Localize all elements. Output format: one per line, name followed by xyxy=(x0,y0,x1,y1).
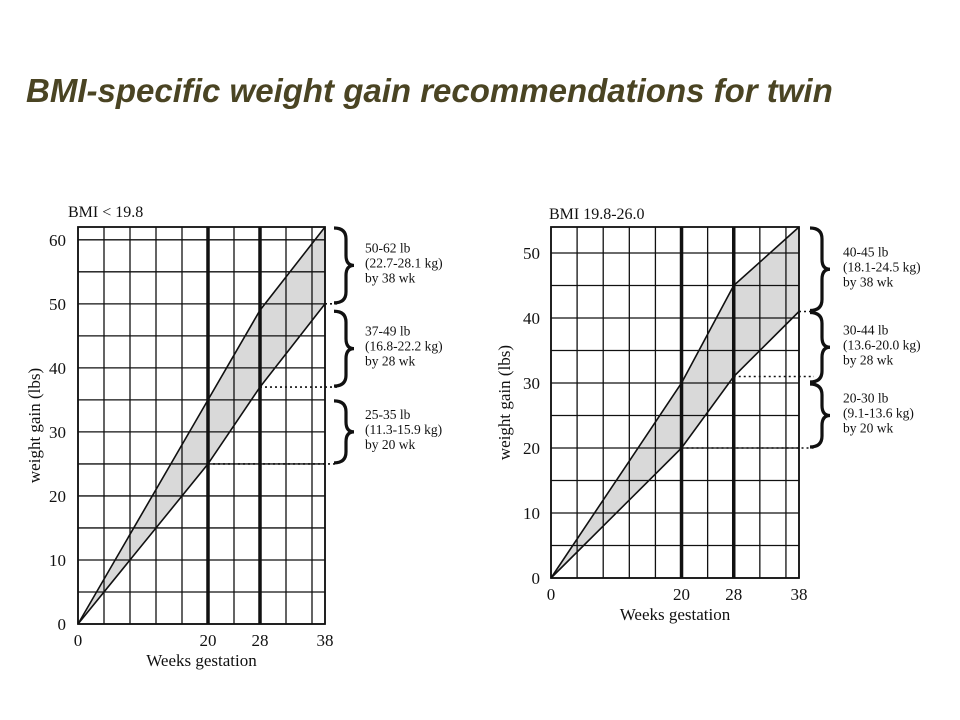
range-annotation: 20-30 lb (9.1-13.6 kg) by 20 wk xyxy=(843,391,914,436)
y-tick-label: 20 xyxy=(523,439,540,458)
range-annotation-line: 25-35 lb xyxy=(365,407,411,422)
range-annotation-line: (13.6-20.0 kg) xyxy=(843,337,921,352)
x-tick-label: 20 xyxy=(673,585,690,604)
range-annotation-line: (18.1-24.5 kg) xyxy=(843,259,921,274)
x-tick-label: 20 xyxy=(200,631,217,650)
recommended-range-area xyxy=(78,227,325,624)
range-brace xyxy=(809,310,831,384)
range-annotation-line: (22.7-28.1 kg) xyxy=(365,255,443,270)
y-axis-label: weight gain (lbs) xyxy=(25,368,44,483)
range-annotation-line: 50-62 lb xyxy=(365,240,411,255)
y-tick-label: 0 xyxy=(532,569,541,588)
y-tick-label: 60 xyxy=(49,231,66,250)
y-tick-label: 10 xyxy=(49,551,66,570)
x-tick-label: 0 xyxy=(547,585,556,604)
x-tick-label: 38 xyxy=(317,631,334,650)
range-annotation-line: by 28 wk xyxy=(365,354,415,369)
chart-bmi-19-8-to-26: 0 20 28 38 0 10 20 30 40 50 BMI 19.8-26.0 Weeks ges… xyxy=(495,206,921,624)
upper-limit-line xyxy=(77,226,326,625)
range-annotation-line: by 20 wk xyxy=(843,421,893,436)
y-tick-label: 20 xyxy=(49,487,66,506)
chart-title: BMI 19.8-26.0 xyxy=(549,206,645,223)
range-annotation: 50-62 lb (22.7-28.1 kg) by 38 wk xyxy=(365,240,443,285)
range-annotation: 30-44 lb (13.6-20.0 kg) by 28 wk xyxy=(843,322,921,367)
range-annotation-line: 30-44 lb xyxy=(843,322,889,337)
slide-title: BMI-specific weight gain recommendations… xyxy=(26,72,833,109)
y-tick-label: 10 xyxy=(523,504,540,523)
range-annotation-line: (9.1-13.6 kg) xyxy=(843,406,914,421)
plot-frame xyxy=(550,226,800,579)
y-tick-label: 40 xyxy=(49,359,66,378)
range-brace xyxy=(809,382,831,449)
range-annotation-line: by 38 wk xyxy=(365,270,415,285)
range-annotation-line: by 28 wk xyxy=(843,352,893,367)
y-tick-label: 40 xyxy=(523,309,540,328)
x-axis-label: Weeks gestation xyxy=(146,651,257,670)
x-tick-label: 28 xyxy=(725,585,742,604)
range-annotation-line: by 20 wk xyxy=(365,437,415,452)
y-tick-label: 50 xyxy=(523,244,540,263)
y-tick-label: 50 xyxy=(49,295,66,314)
x-tick-label: 0 xyxy=(74,631,83,650)
upper-limit-line xyxy=(550,226,800,579)
recommended-range-area xyxy=(551,227,799,578)
y-axis-label: weight gain (lbs) xyxy=(495,345,514,460)
x-tick-label: 38 xyxy=(791,585,808,604)
range-annotation-line: (11.3-15.9 kg) xyxy=(365,422,442,437)
range-annotation: 37-49 lb (16.8-22.2 kg) by 28 wk xyxy=(365,324,443,369)
lower-limit-line xyxy=(550,310,800,579)
range-annotation-line: 40-45 lb xyxy=(843,244,889,259)
range-brace xyxy=(333,226,355,305)
y-tick-label: 30 xyxy=(49,423,66,442)
range-annotation-line: (16.8-22.2 kg) xyxy=(365,339,443,354)
range-brace xyxy=(333,309,355,388)
range-annotation-line: 20-30 lb xyxy=(843,391,889,406)
x-tick-label: 28 xyxy=(252,631,269,650)
range-annotation-line: by 38 wk xyxy=(843,274,893,289)
y-tick-label: 0 xyxy=(58,615,67,634)
range-brace xyxy=(333,399,355,465)
chart-title: BMI < 19.8 xyxy=(68,204,143,221)
lower-limit-line xyxy=(77,303,326,625)
range-annotation-line: 37-49 lb xyxy=(365,324,411,339)
x-axis-label: Weeks gestation xyxy=(620,605,731,624)
range-annotation: 40-45 lb (18.1-24.5 kg) by 38 wk xyxy=(843,244,921,289)
range-annotation: 25-35 lb (11.3-15.9 kg) by 20 wk xyxy=(365,407,442,452)
plot-frame xyxy=(77,226,326,625)
range-brace xyxy=(809,226,831,313)
y-tick-label: 30 xyxy=(523,374,540,393)
